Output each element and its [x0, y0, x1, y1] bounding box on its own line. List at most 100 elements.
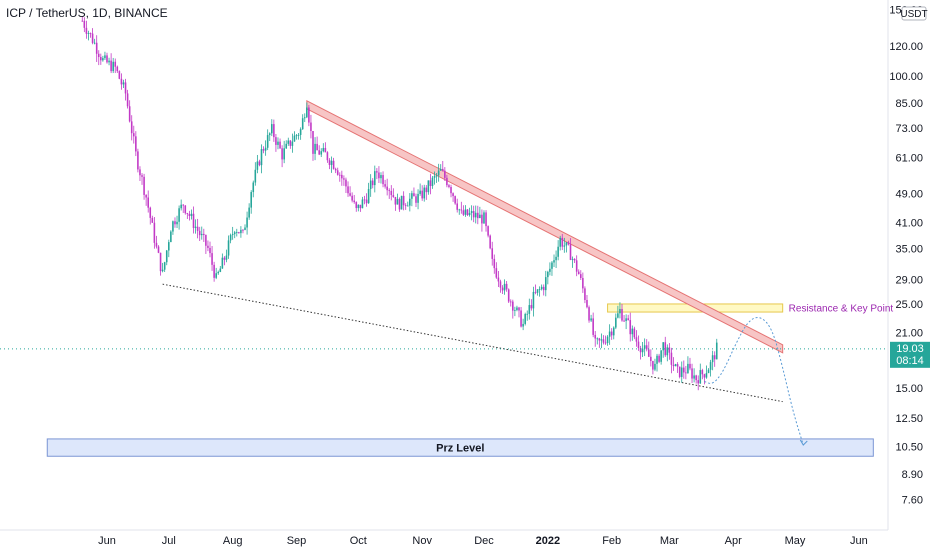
candle-body [240, 229, 242, 234]
price-tick-label: 35.00 [895, 244, 923, 256]
price-axis[interactable]: 150.00120.00100.0085.0073.0061.0049.0041… [889, 4, 923, 506]
candle-body [547, 271, 549, 278]
candle-body [153, 222, 156, 243]
candle-body [664, 342, 667, 356]
candle-body [697, 380, 700, 384]
candle-body [683, 367, 685, 373]
candle-body [509, 301, 512, 303]
candle-body [713, 355, 716, 360]
last-price-value: 19.03 [896, 343, 924, 355]
candle-body [184, 205, 187, 214]
candle-body [345, 179, 347, 187]
candle-body [308, 107, 310, 123]
candle-body [87, 33, 90, 34]
candle-body [281, 148, 283, 160]
candle-body [413, 193, 415, 197]
candle-body [404, 205, 407, 207]
candle-body [225, 255, 228, 260]
candle-body [155, 242, 158, 247]
candle-body [322, 147, 325, 152]
candle-body [454, 196, 456, 204]
candle-body [174, 221, 176, 225]
time-tick-label: Mar [660, 535, 679, 547]
candle-body [493, 258, 496, 269]
candle-body [647, 349, 650, 357]
candle-body [221, 257, 224, 269]
candle-body [512, 301, 514, 311]
candle-body [139, 169, 141, 176]
candle-body [406, 205, 409, 207]
candle-body [709, 362, 712, 370]
candle-body [685, 372, 687, 374]
last-price-tag[interactable] [890, 341, 930, 368]
candle-body [355, 202, 358, 209]
candle-body [421, 190, 423, 199]
candle-body [602, 339, 605, 343]
candle-body [437, 170, 440, 176]
candle-body [588, 307, 590, 321]
candle-body [135, 136, 137, 152]
candle-body [386, 186, 388, 191]
candle-body [89, 33, 92, 34]
candles-layer [81, 16, 718, 391]
candle-body [676, 364, 679, 367]
projection-arrowhead [799, 439, 808, 446]
candle-body [592, 318, 594, 335]
candle-body [332, 160, 335, 169]
candle-body [678, 366, 681, 377]
candle-body [116, 66, 119, 72]
candle-body [514, 310, 516, 311]
candle-body [538, 289, 541, 290]
candle-body [238, 232, 240, 234]
candle-body [108, 60, 110, 63]
candle-body [200, 233, 203, 236]
candle-body [349, 193, 351, 196]
candle-body [316, 143, 318, 151]
candle-body [384, 184, 386, 187]
candle-body [594, 334, 597, 339]
candle-body [149, 207, 152, 218]
candle-body [462, 210, 465, 215]
candle-body [411, 193, 413, 199]
candle-body [124, 82, 127, 94]
time-tick-label: Oct [350, 535, 367, 547]
candle-body [561, 237, 564, 247]
candle-body [619, 308, 621, 314]
time-axis[interactable]: Jun Jul Aug Sep Oct Nov Dec 2022 Feb Mar Apr May Jun [98, 535, 868, 547]
time-tick-label: Dec [474, 535, 494, 547]
candle-body [118, 71, 121, 79]
candle-body [176, 221, 178, 225]
candle-body [394, 197, 397, 205]
candle-body [371, 180, 374, 186]
candle-body [450, 186, 452, 194]
candle-body [645, 345, 648, 350]
candle-body [310, 122, 312, 132]
candle-body [260, 149, 263, 166]
candle-body [691, 368, 693, 379]
candle-body [464, 209, 467, 215]
candle-body [501, 287, 504, 291]
candle-body [198, 230, 201, 236]
drawings-layer: Prz Level Resistance & Key Point [46, 100, 893, 457]
candle-body [711, 355, 714, 363]
candle-body [446, 177, 448, 186]
candle-body [180, 204, 182, 209]
candle-body [365, 199, 368, 204]
candle-body [573, 258, 576, 261]
price-tick-label: 73.00 [895, 123, 923, 135]
candle-body [367, 189, 370, 204]
candle-body [264, 147, 267, 151]
candle-body [297, 134, 300, 136]
price-tick-label: 29.00 [895, 275, 923, 287]
candle-body [186, 213, 189, 214]
currency-unit-badge[interactable] [901, 6, 927, 21]
candle-body [481, 214, 483, 224]
candle-body [242, 229, 244, 231]
candle-body [555, 256, 557, 261]
candle-body [357, 204, 360, 209]
time-tick-label: Sep [287, 535, 307, 547]
candle-body [596, 338, 599, 340]
candle-body [656, 355, 658, 364]
candle-body [672, 364, 675, 367]
